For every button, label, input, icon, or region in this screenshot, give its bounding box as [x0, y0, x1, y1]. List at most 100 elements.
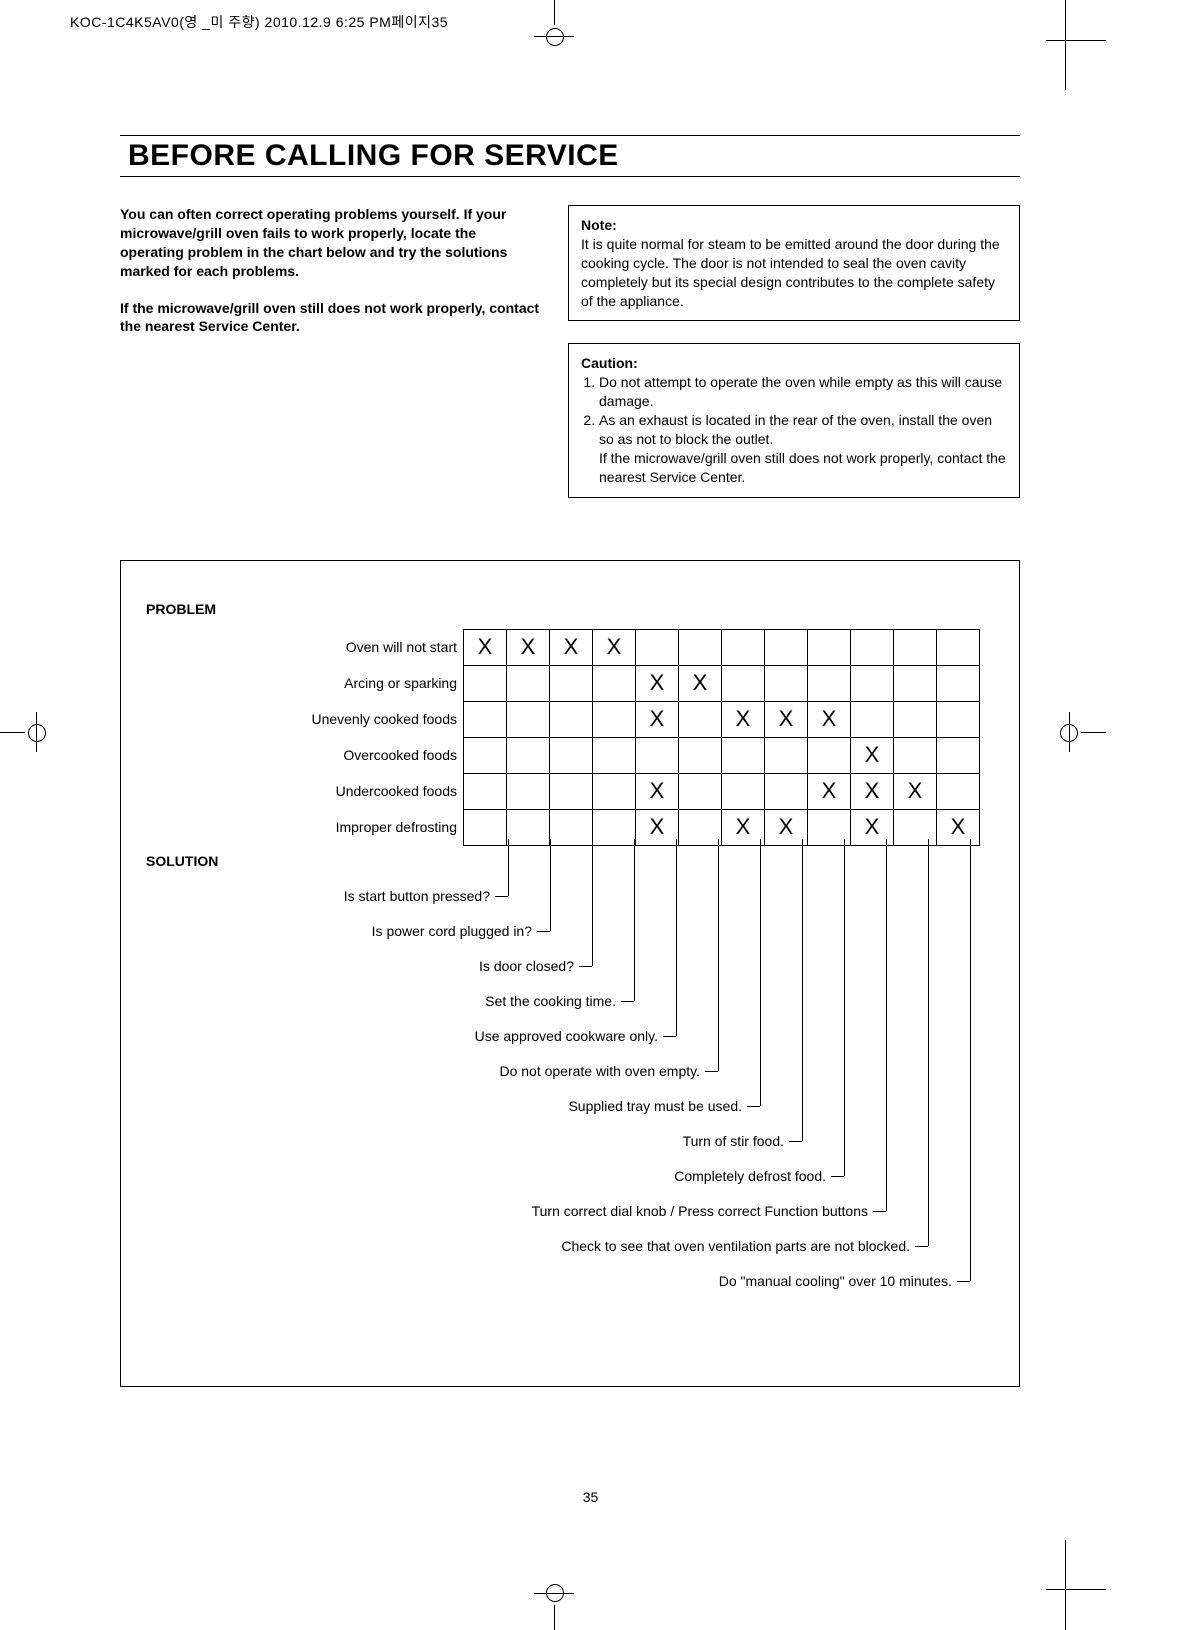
problem-cell [808, 737, 851, 773]
caution-box: Caution: Do not attempt to operate the o… [568, 343, 1020, 497]
connector-vertical [718, 839, 719, 1071]
problem-label: Unevenly cooked foods [146, 701, 464, 737]
problem-cell: X [808, 701, 851, 737]
problem-cell [808, 629, 851, 665]
problem-cell [464, 665, 507, 701]
note-body: It is quite normal for steam to be emitt… [581, 236, 1000, 309]
problem-cell [765, 737, 808, 773]
problem-cell: X [507, 629, 550, 665]
caution-item-1: Do not attempt to operate the oven while… [599, 373, 1007, 411]
problem-cell [679, 629, 722, 665]
problem-cell [679, 773, 722, 809]
crop-mark-right [1046, 718, 1106, 748]
connector-vertical [508, 839, 509, 896]
problem-cell [894, 737, 937, 773]
problem-cell: X [894, 773, 937, 809]
connector-vertical [592, 839, 593, 966]
connector-vertical [676, 839, 677, 1036]
connector-horizontal [705, 1071, 718, 1072]
corner-mark [1046, 1589, 1106, 1590]
solution-label: Is power cord plugged in? [146, 923, 532, 939]
page-content: BEFORE CALLING FOR SERVICE You can often… [120, 135, 1020, 1387]
intro-paragraph-1: You can often correct operating problems… [120, 205, 540, 281]
connector-horizontal [789, 1141, 802, 1142]
problem-cell [550, 737, 593, 773]
note-box: Note: It is quite normal for steam to be… [568, 205, 1020, 321]
caution-item-2-main: As an exhaust is located in the rear of … [599, 412, 992, 447]
problem-cell [593, 737, 636, 773]
problem-heading: PROBLEM [146, 601, 994, 617]
problem-label: Undercooked foods [146, 773, 464, 809]
connector-horizontal [663, 1036, 676, 1037]
problem-grid: Oven will not startXXXXArcing or sparkin… [146, 629, 980, 846]
problem-cell [722, 665, 765, 701]
crop-mark-top [540, 0, 570, 50]
connector-vertical [970, 839, 971, 1281]
problem-cell [550, 773, 593, 809]
problem-row: Unevenly cooked foodsXXXX [146, 701, 980, 737]
problem-cell [636, 629, 679, 665]
problem-cell [937, 665, 980, 701]
problem-cell: X [464, 629, 507, 665]
problem-cell [593, 701, 636, 737]
solution-label: Check to see that oven ventilation parts… [146, 1238, 910, 1254]
problem-cell [765, 629, 808, 665]
crop-mark-left [0, 718, 50, 748]
solution-label: Use approved cookware only. [146, 1028, 658, 1044]
connector-horizontal [957, 1281, 970, 1282]
problem-label: Oven will not start [146, 629, 464, 665]
problem-cell [464, 773, 507, 809]
solution-label: Completely defrost food. [146, 1168, 826, 1184]
connector-vertical [550, 839, 551, 931]
problem-cell [507, 665, 550, 701]
problem-cell [507, 737, 550, 773]
intro-right: Note: It is quite normal for steam to be… [568, 205, 1020, 520]
connector-horizontal [579, 966, 592, 967]
page-number: 35 [0, 1489, 1181, 1505]
problem-cell: X [765, 701, 808, 737]
problem-cell [550, 701, 593, 737]
connector-vertical [760, 839, 761, 1106]
problem-cell [550, 665, 593, 701]
problem-cell [722, 737, 765, 773]
connector-vertical [928, 839, 929, 1246]
problem-cell: X [636, 701, 679, 737]
problem-cell [765, 773, 808, 809]
problem-cell [937, 773, 980, 809]
corner-mark [1065, 1540, 1066, 1630]
page-title: BEFORE CALLING FOR SERVICE [120, 135, 1020, 177]
problem-cell [894, 701, 937, 737]
problem-row: Arcing or sparkingXX [146, 665, 980, 701]
connector-horizontal [621, 1001, 634, 1002]
problem-cell [507, 773, 550, 809]
problem-cell: X [550, 629, 593, 665]
solution-label: Turn correct dial knob / Press correct F… [146, 1203, 868, 1219]
connector-horizontal [537, 931, 550, 932]
problem-row: Undercooked foodsXXXX [146, 773, 980, 809]
problem-cell [765, 665, 808, 701]
problem-cell [464, 701, 507, 737]
connector-vertical [844, 839, 845, 1176]
problem-cell [937, 737, 980, 773]
connector-vertical [634, 839, 635, 1001]
problem-label: Arcing or sparking [146, 665, 464, 701]
problem-cell [851, 629, 894, 665]
problem-cell: X [722, 701, 765, 737]
caution-label: Caution: [581, 355, 638, 371]
troubleshooting-chart: PROBLEM SOLUTION Oven will not startXXXX… [120, 560, 1020, 1387]
print-header-meta: KOC-1C4K5AV0(영 _미 주향) 2010.12.9 6:25 PM페… [70, 12, 448, 32]
problem-cell [808, 665, 851, 701]
connector-vertical [802, 839, 803, 1141]
problem-cell [593, 665, 636, 701]
solution-label: Is start button pressed? [146, 888, 490, 904]
problem-cell [851, 665, 894, 701]
caution-item-2-sub: If the microwave/grill oven still does n… [599, 449, 1007, 487]
page: KOC-1C4K5AV0(영 _미 주향) 2010.12.9 6:25 PM페… [0, 0, 1181, 1630]
problem-cell [507, 701, 550, 737]
problem-cell: X [636, 665, 679, 701]
problem-cell: X [851, 773, 894, 809]
solution-label: Set the cooking time. [146, 993, 616, 1009]
problem-row: Overcooked foodsX [146, 737, 980, 773]
corner-mark [1046, 40, 1106, 41]
problem-cell: X [808, 773, 851, 809]
